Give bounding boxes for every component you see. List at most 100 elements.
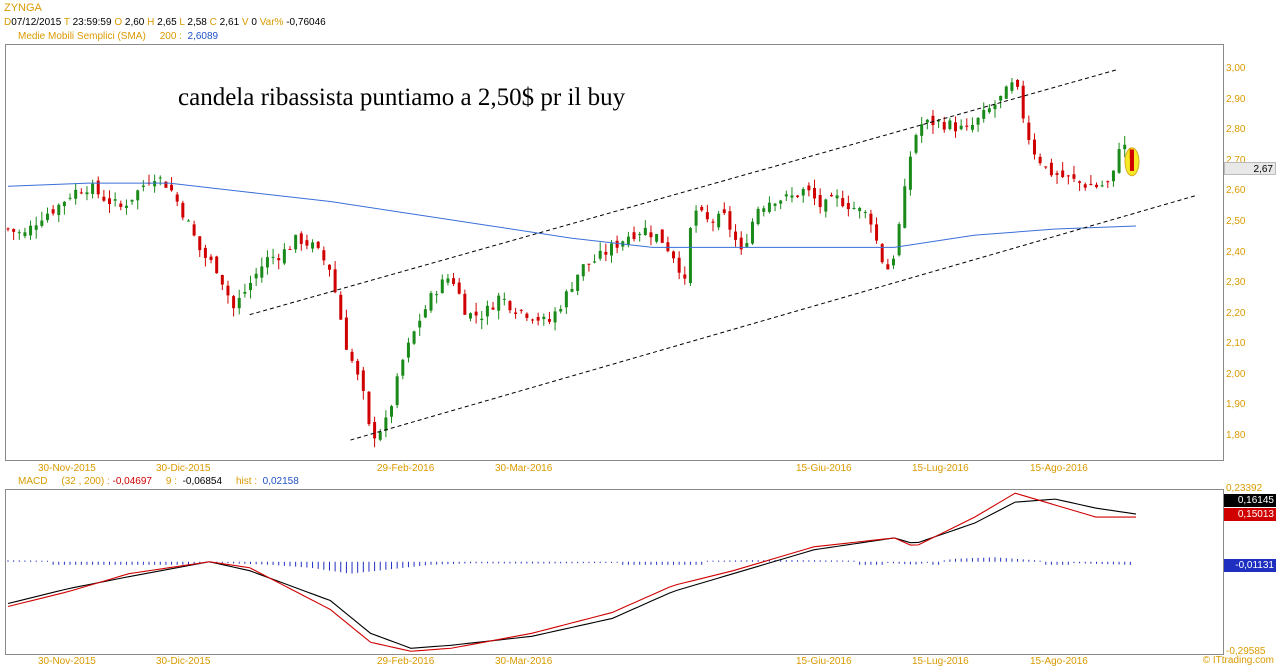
candle-body (367, 391, 371, 425)
sma-legend: Medie Mobili Semplici (SMA) 200 : 2,6089 (18, 31, 218, 42)
candle-body (891, 258, 895, 266)
candle-body (17, 232, 21, 234)
candle-body (485, 305, 489, 317)
x-axis-label: 15-Ago-2016 (1030, 656, 1088, 667)
candle-body (108, 198, 112, 205)
price-tick-label: 2,30 (1226, 277, 1246, 289)
candle-body (491, 307, 495, 310)
candle-body (700, 207, 704, 211)
high-label: H (147, 17, 155, 28)
candle-body (6, 228, 10, 230)
candle-body (875, 224, 879, 241)
candle-body (914, 135, 918, 153)
candle-body (897, 224, 901, 256)
candle-body (643, 227, 647, 235)
price-tick-label: 3,00 (1226, 63, 1246, 74)
macd-params: (32 , 200) : (61, 476, 110, 487)
candle-body (779, 200, 783, 204)
candle-body (705, 212, 709, 220)
x-axis-label: 29-Feb-2016 (377, 463, 435, 474)
candle-body (993, 104, 997, 110)
candle-body (124, 205, 128, 208)
candle-body (660, 229, 664, 243)
price-tick-label: 2,90 (1226, 93, 1246, 105)
candle-body (514, 312, 518, 314)
last-candle-body (1129, 149, 1134, 171)
candle-body (164, 181, 168, 188)
candle-body (1032, 139, 1036, 155)
candle-body (12, 229, 16, 232)
candle-body (457, 282, 461, 294)
sma-period: 200 : (159, 31, 182, 42)
candle-body (373, 422, 377, 439)
candle-body (1044, 166, 1048, 168)
macd-axis-top: 0,23392 (1226, 483, 1263, 494)
candle-body (34, 225, 38, 230)
candle-body (880, 244, 884, 263)
x-axis-label: 30-Mar-2016 (495, 463, 553, 474)
var-value: -0,76046 (286, 17, 326, 28)
candle-body (113, 199, 117, 201)
candle-body (841, 198, 845, 207)
candle-body (609, 243, 613, 256)
candle-body (57, 204, 61, 216)
candle-body (412, 331, 416, 344)
candle-body (265, 257, 269, 268)
candle-body (677, 257, 681, 273)
candle-body (937, 120, 941, 122)
date-value: 07/12/2015 (11, 17, 62, 28)
time-value: 23:59:59 (72, 17, 112, 28)
candle-body (666, 242, 670, 252)
candle-body (384, 417, 388, 431)
low-label: L (179, 17, 185, 28)
candle-body (525, 313, 529, 318)
price-panel[interactable] (5, 44, 1224, 461)
price-tick-label: 2,50 (1226, 215, 1246, 227)
candle-body (277, 258, 281, 261)
candle-body (1004, 86, 1008, 99)
candle-body (1117, 149, 1121, 173)
candle-body (429, 293, 433, 311)
x-axis-label: 30-Dic-2015 (156, 656, 211, 667)
price-tick-label: 2,60 (1226, 185, 1246, 197)
candle-body (531, 319, 535, 321)
macd-panel[interactable] (5, 489, 1224, 655)
price-tick-label: 1,90 (1226, 399, 1246, 411)
candle-body (288, 249, 292, 251)
candle-body (395, 376, 399, 406)
candle-body (344, 317, 348, 350)
candle-body (547, 319, 551, 322)
sma-value: 2,6089 (187, 31, 219, 42)
sma-200-line (7, 182, 1137, 248)
candle-body (920, 124, 924, 136)
time-label: T (63, 17, 70, 28)
candle-body (463, 293, 467, 315)
candle-body (863, 211, 867, 213)
candle-body (999, 95, 1003, 101)
candle-body (965, 125, 969, 127)
candle-body (181, 202, 185, 218)
candle-body (829, 195, 833, 197)
candle-body (869, 213, 873, 225)
candle-body (119, 203, 123, 207)
lower-trend-line (350, 194, 1197, 441)
candle-body (598, 250, 602, 259)
candle-body (468, 313, 472, 319)
candle-body (51, 209, 55, 214)
candle-body (311, 242, 315, 249)
x-axis-label: 30-Dic-2015 (156, 463, 211, 474)
candle-body (1066, 175, 1070, 177)
candle-body (62, 201, 66, 207)
macd-value: -0,04697 (112, 476, 152, 487)
candle-body (316, 241, 320, 248)
candle-body (356, 360, 360, 375)
candle-body (401, 359, 405, 376)
candle-body (954, 122, 958, 132)
macd-chart (7, 492, 1137, 652)
candle-body (570, 288, 574, 292)
candle-body (852, 207, 856, 209)
candle-body (260, 266, 264, 278)
candle-body (773, 203, 777, 206)
candle-body (982, 109, 986, 119)
candle-body (587, 263, 591, 265)
